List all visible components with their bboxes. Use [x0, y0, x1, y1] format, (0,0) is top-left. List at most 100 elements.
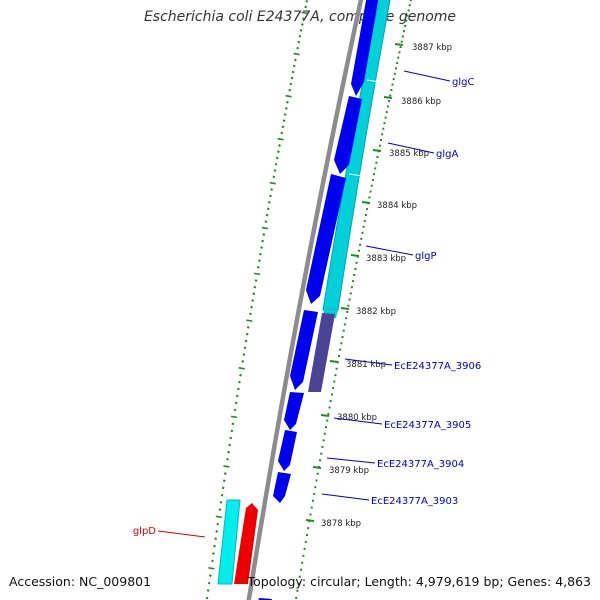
scale-label: 3887 kbp [412, 43, 452, 53]
gene-label: glgA [436, 149, 458, 160]
gc-skew-tick [231, 422, 235, 426]
gc-skew-tick [249, 312, 252, 316]
gc-skew-tick [242, 353, 246, 356]
scale-dot [371, 178, 374, 181]
gc-skew-tick [238, 367, 245, 370]
gc-skew-tick [264, 220, 268, 223]
gc-skew-tick [223, 472, 227, 475]
scale-major-tick [394, 43, 404, 46]
gc-skew-tick [300, 23, 304, 26]
scale-dot [401, 35, 404, 38]
scale-dot [342, 329, 345, 332]
gc-skew-tick [269, 181, 276, 185]
scale-dot [353, 274, 356, 276]
gc-skew-tick [230, 415, 238, 419]
gc-skew-tick [244, 339, 248, 343]
scale-dot [393, 72, 396, 75]
scale-dot [313, 492, 316, 495]
scale-label: 3886 kbp [401, 97, 441, 107]
scale-dot [364, 214, 367, 216]
scale-dot [397, 56, 400, 59]
scale-label: 3878 kbp [321, 519, 361, 529]
scale-dot [303, 547, 306, 550]
purple-cds-arrow [308, 313, 335, 392]
gc-skew-tick [245, 332, 249, 336]
gc-skew-tick [261, 239, 265, 243]
gc-skew-tick [298, 34, 302, 38]
scale-major-tick [320, 414, 330, 417]
scale-dot [298, 575, 301, 578]
gc-skew-tick [301, 17, 305, 21]
scale-dot [362, 225, 365, 228]
scale-dot [354, 267, 357, 270]
gc-skew-tick [212, 552, 215, 555]
forward-cds-arrow [306, 174, 346, 304]
scale-label: 3883 kbp [366, 254, 406, 264]
scale-dot [332, 387, 335, 390]
gene-leader-line [157, 530, 206, 538]
gc-skew-tick [250, 305, 254, 309]
gene-label: EcE24377A_3903 [371, 496, 458, 507]
gc-skew-tick [208, 574, 212, 578]
scale-major-tick [350, 254, 360, 257]
scale-dot [373, 173, 376, 176]
gc-skew-tick [289, 82, 293, 86]
gc-skew-tick [282, 119, 286, 123]
gc-skew-tick [222, 479, 226, 483]
gc-skew-tick [267, 200, 271, 204]
scale-dot [346, 310, 349, 313]
gc-skew-tick [219, 500, 223, 504]
gc-skew-tick [269, 194, 272, 198]
gc-skew-tick [215, 530, 219, 533]
gene-leader-line [403, 70, 451, 82]
gc-skew-tick [256, 265, 260, 269]
gene-label: glpD [133, 526, 156, 537]
gene-label: EcE24377A_3904 [377, 459, 464, 470]
scale-dot [350, 286, 353, 289]
red-cds-arrow [234, 503, 258, 584]
scale-dot [376, 156, 379, 158]
scale-dot [370, 184, 373, 187]
gc-skew-tick [233, 408, 237, 412]
gc-skew-tick [210, 559, 214, 563]
gc-skew-tick [262, 233, 266, 236]
gc-skew-tick [216, 522, 220, 526]
gc-skew-tick [239, 373, 243, 377]
scale-dot [326, 419, 329, 422]
scale-dot [330, 393, 333, 396]
scale-dot [327, 413, 330, 416]
scale-dot [388, 100, 391, 102]
gc-skew-tick [261, 226, 269, 230]
scale-dot [310, 506, 313, 509]
scale-dot [384, 116, 387, 119]
gc-skew-tick [299, 29, 303, 32]
scale-label: 3881 kbp [346, 360, 386, 370]
gc-skew-tick [213, 544, 216, 548]
genome-stats-label: Topology: circular; Length: 4,979,619 bp… [247, 574, 591, 589]
cyan-cds-bar [217, 499, 241, 585]
gc-skew-tick [283, 113, 287, 116]
gc-skew-tick [278, 144, 281, 147]
accession-label: Accession: NC_009801 [9, 574, 152, 589]
scale-dot [407, 9, 410, 12]
gc-skew-tick [292, 64, 296, 68]
scale-dot [352, 280, 355, 283]
scale-dot [299, 568, 302, 571]
scale-dot [403, 30, 406, 33]
scale-dot [315, 479, 318, 482]
scale-label: 3879 kbp [329, 466, 369, 476]
scale-dot [320, 452, 323, 455]
scale-dot [399, 46, 402, 48]
scale-dot [295, 596, 298, 599]
gc-skew-tick [238, 380, 241, 384]
scale-dot [378, 144, 381, 147]
gene-leader-line [326, 457, 376, 464]
scale-dot [389, 94, 392, 97]
scale-dot [398, 51, 401, 54]
scale-dot [386, 105, 389, 108]
gc-skew-tick [246, 319, 253, 322]
scale-dot [328, 406, 331, 409]
gc-skew-tick [226, 457, 229, 461]
scale-dot [345, 317, 348, 320]
gc-skew-tick [297, 40, 301, 44]
